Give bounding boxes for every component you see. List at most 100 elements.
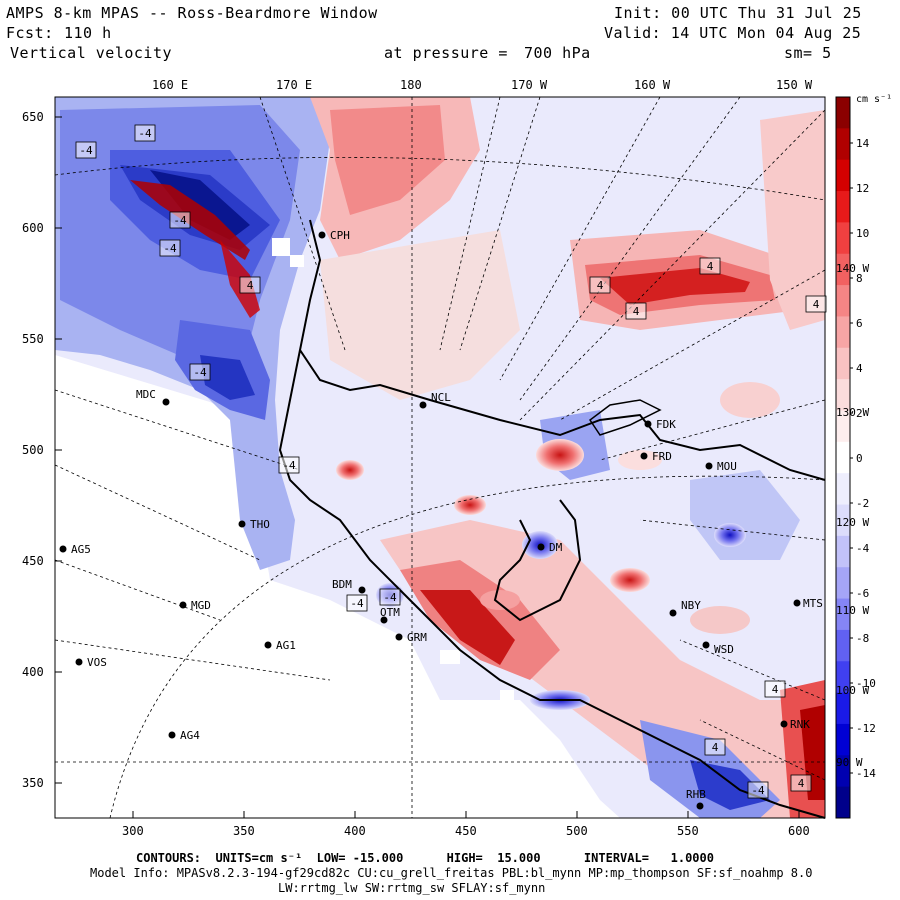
station-marker [59, 545, 67, 553]
station-marker [780, 720, 788, 728]
colorbar-label: -4 [856, 542, 870, 555]
x-tick-label: 400 [344, 824, 366, 838]
station-label: BDM [332, 578, 352, 591]
contour-label: 4 [772, 683, 779, 696]
stations: MDC NCL FDK FRD MOU AG5 THO DM MGD NBY MTS AG1 GRM OT… [59, 229, 823, 810]
contour-label-box [189, 363, 211, 381]
contour-label: 4 [707, 260, 714, 273]
station-label: VOS [87, 656, 107, 669]
station-marker [358, 586, 366, 594]
contour-label-box [747, 781, 769, 799]
contour-label-box [278, 456, 300, 474]
variable-name: Vertical velocity [10, 44, 173, 62]
colorbar-label: 10 [856, 227, 869, 240]
longitude-label: 180 [400, 78, 422, 92]
contour-label: -4 [282, 459, 296, 472]
colorbar-label: 6 [856, 317, 863, 330]
station-label: FRD [652, 450, 672, 463]
colorbar-swatch [836, 692, 850, 725]
colorbar-swatch [836, 191, 850, 223]
contour-label: 4 [597, 279, 604, 292]
colorbar-swatch [836, 567, 850, 600]
colorbar-swatch [836, 755, 850, 788]
colorbar: 14 12 10 8 6 4 2 0 -2 -4 -6 -8 -10 -12 -14 [835, 96, 876, 819]
colorbar-label: 12 [856, 182, 869, 195]
station-marker [318, 231, 326, 239]
station-marker [793, 599, 801, 607]
station-label: RNK [790, 718, 810, 731]
colorbar-swatch [836, 285, 850, 317]
longitude-label: 160 W [634, 78, 671, 92]
longitude-label: 140 W [836, 262, 870, 275]
colorbar-swatch [836, 504, 850, 537]
colorbar-label: -6 [856, 587, 869, 600]
plot-title: AMPS 8-km MPAS -- Ross-Beardmore Window [6, 4, 378, 22]
station-label: NCL [431, 391, 451, 404]
colorbar-swatch [836, 786, 850, 819]
colorbar-swatch [836, 379, 850, 411]
colorbar-label: -8 [856, 632, 869, 645]
colorbar-swatch [836, 473, 850, 506]
station-marker [537, 543, 545, 551]
velocity-field [55, 97, 825, 818]
pressure-value: 700 hPa [524, 44, 591, 62]
colorbar-label: -12 [856, 722, 876, 735]
station-label: MOU [717, 460, 737, 473]
station-label: RHB [686, 788, 706, 801]
station-marker [75, 658, 83, 666]
forecast-hour: 110 h [64, 24, 112, 42]
contour-label-box [704, 738, 726, 756]
contour-label-box [159, 239, 181, 257]
x-tick-label: 300 [122, 824, 144, 838]
contour-label-box [239, 276, 261, 294]
contour-label: -4 [138, 127, 152, 140]
contour-label-box [589, 276, 611, 294]
contour-label: -4 [193, 366, 207, 379]
contour-label: 4 [813, 298, 820, 311]
colorbar-label: 4 [856, 362, 863, 375]
station-label: WSD [714, 643, 734, 656]
contour-label: 4 [247, 279, 254, 292]
station-label: MTS [803, 597, 823, 610]
y-tick-label: 450 [22, 554, 44, 568]
x-tick-label: 500 [566, 824, 588, 838]
station-marker [696, 802, 704, 810]
longitude-label: 160 E [152, 78, 189, 92]
y-axis-ticks [55, 116, 62, 784]
y-tick-label: 550 [22, 332, 44, 346]
longitude-label: 100 W [836, 684, 870, 697]
station-label: AG5 [71, 543, 91, 556]
longitude-label: 150 W [776, 78, 813, 92]
contour-label: 4 [712, 741, 719, 754]
x-tick-label: 450 [455, 824, 477, 838]
colorbar-label: 8 [856, 272, 863, 285]
contour-label: -4 [350, 597, 364, 610]
colorbar-unit: cm s⁻¹ [856, 94, 893, 105]
station-label: CPH [330, 229, 350, 242]
colorbar-swatch [836, 222, 850, 255]
station-marker [669, 609, 677, 617]
y-tick-label: 600 [22, 221, 44, 235]
colorbar-swatch [836, 128, 850, 161]
station-marker [264, 641, 272, 649]
graticule [54, 96, 826, 819]
station-label: OTM [380, 606, 400, 619]
x-tick-label: 350 [233, 824, 255, 838]
y-tick-label: 500 [22, 443, 44, 457]
contour-label-box [379, 588, 401, 606]
colorbar-swatch [836, 316, 850, 349]
contour-label-box [764, 680, 786, 698]
station-marker [395, 633, 403, 641]
station-label: THO [250, 518, 270, 531]
contour-label: -4 [751, 784, 765, 797]
station-marker [419, 401, 427, 409]
station-label: MDC [136, 388, 156, 401]
contour-label-box [346, 594, 368, 612]
station-marker [702, 641, 710, 649]
contour-label: -4 [79, 144, 93, 157]
colorbar-label: 14 [856, 137, 870, 150]
colorbar-swatch [836, 97, 850, 129]
colorbar-swatch [836, 441, 850, 474]
longitude-label: 90 W [836, 756, 863, 769]
